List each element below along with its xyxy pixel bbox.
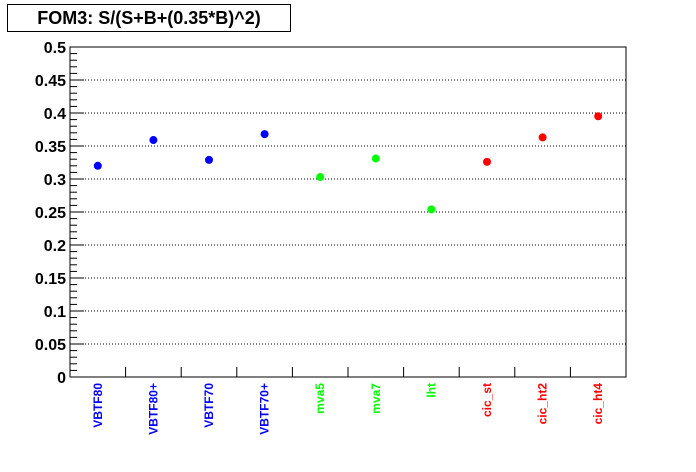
plot-frame	[69, 46, 627, 378]
y-tick-label: 0.25	[35, 205, 66, 222]
y-axis-labels: 0 0.05 0.1 0.15 0.2 0.25 0.3 0.35 0.4 0.45 0.5	[35, 40, 66, 387]
x-tick-label: VBTF70+	[258, 383, 272, 435]
y-tick-label: 0.3	[44, 172, 66, 189]
chart-title: FOM3: S/(S+B+(0.35*B)^2)	[7, 4, 291, 32]
data-point	[427, 205, 436, 214]
data-point	[260, 130, 269, 139]
data-point	[483, 157, 491, 166]
data-point	[316, 173, 325, 182]
data-points	[93, 112, 603, 214]
x-tick-label: VBTF80	[91, 383, 105, 428]
x-tick-label: VBTF70	[202, 383, 216, 428]
x-tick-label: cic_ht4	[591, 383, 605, 425]
data-point	[149, 136, 158, 145]
y-tick-label: 0.05	[35, 337, 66, 354]
grid-lines	[70, 79, 626, 345]
x-tick-label: lht	[424, 383, 438, 398]
y-tick-label: 0.4	[44, 106, 66, 123]
data-point	[205, 155, 213, 164]
y-tick-label: 0.15	[35, 271, 66, 288]
y-tick-label: 0	[57, 370, 66, 387]
data-point	[371, 154, 380, 163]
data-point	[93, 161, 102, 170]
y-tick-label: 0.5	[44, 40, 66, 57]
y-tick-label: 0.35	[35, 139, 66, 156]
x-tick-label: cic_st	[480, 383, 494, 417]
x-tick-label: mva5	[313, 383, 327, 414]
x-axis-labels: VBTF80 VBTF80+ VBTF70 VBTF70+ mva5 mva7 lht cic…	[91, 383, 605, 435]
axis-ticks	[70, 46, 571, 378]
data-point	[594, 112, 603, 121]
x-tick-label: mva7	[369, 383, 383, 414]
x-tick-label: cic_ht2	[536, 383, 550, 425]
y-tick-label: 0.2	[44, 238, 66, 255]
x-tick-label: VBTF80+	[146, 383, 160, 435]
y-tick-label: 0.1	[44, 304, 66, 321]
y-tick-label: 0.45	[35, 73, 66, 90]
data-point	[538, 133, 547, 142]
